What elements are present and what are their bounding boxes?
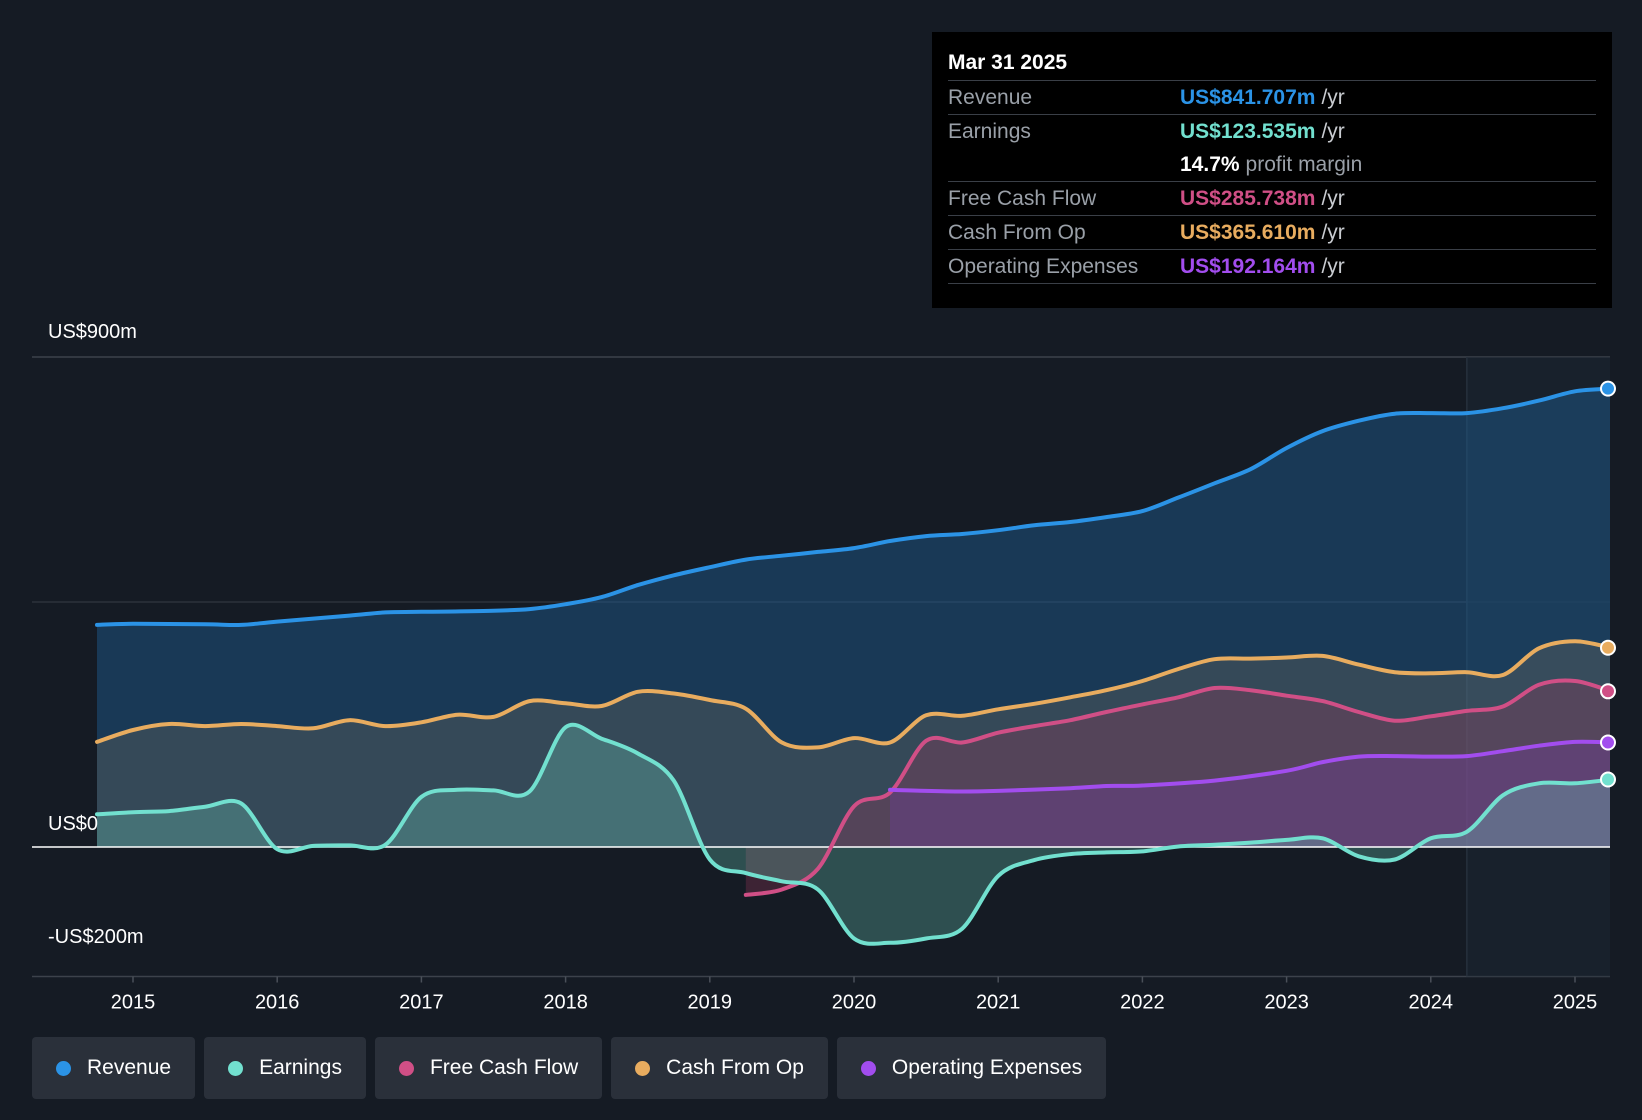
x-tick-label: 2015 (111, 991, 156, 1013)
legend-item-earnings[interactable]: Earnings (204, 1037, 366, 1099)
tooltip-revenue-value: US$841.707m (1180, 85, 1316, 109)
legend-item-free-cash-flow[interactable]: Free Cash Flow (374, 1037, 603, 1099)
tooltip-unit: /yr (1321, 220, 1345, 244)
tooltip-unit: /yr (1321, 85, 1345, 109)
tooltip-earnings-value: US$123.535m (1180, 119, 1316, 143)
recent-period-shade (1466, 357, 1610, 977)
line-revenue (95, 386, 1613, 628)
area-opex (890, 741, 1610, 847)
tooltip-row-opex: Operating Expenses US$192.164m /yr (948, 250, 1596, 284)
tooltip-unit: /yr (1321, 186, 1345, 210)
legend-dot-icon (228, 1060, 244, 1076)
tooltip-unit: /yr (1321, 254, 1345, 278)
area-fcf (745, 680, 1610, 895)
y-tick-label: US$900m (48, 321, 137, 344)
legend-label: Revenue (87, 1056, 172, 1079)
x-tick-label: 2021 (976, 991, 1021, 1013)
tooltip-unit: /yr (1321, 119, 1345, 143)
tooltip-opex-label: Operating Expenses (948, 254, 1139, 278)
tooltip-opex-value: US$192.164m (1180, 254, 1316, 278)
tooltip-row-fcf: Free Cash Flow US$285.738m /yr (948, 182, 1596, 216)
forecast-region (1466, 357, 1610, 977)
line-cfo (95, 639, 1613, 750)
legend-dot-icon (398, 1060, 414, 1076)
series-endpoints[interactable] (1600, 380, 1616, 788)
endpoint-earnings[interactable] (1600, 771, 1616, 788)
tooltip-fcf-label: Free Cash Flow (948, 186, 1097, 210)
tooltip-margin-text: profit margin (1245, 152, 1363, 176)
legend-item-operating-expenses[interactable]: Operating Expenses (836, 1037, 1107, 1099)
legend-item-revenue[interactable]: Revenue (32, 1037, 196, 1099)
x-tick-label: 2023 (1264, 991, 1309, 1013)
tooltip-earnings-label: Earnings (948, 119, 1031, 143)
endpoint-opex[interactable] (1600, 734, 1616, 751)
x-tick-label: 2022 (1120, 991, 1165, 1013)
legend-item-cash-from-op[interactable]: Cash From Op (611, 1037, 828, 1099)
legend-dot-icon (860, 1060, 876, 1076)
tooltip-revenue-label: Revenue (948, 85, 1033, 109)
tooltip-cfo-value: US$365.610m (1180, 220, 1316, 244)
tooltip-cfo-label: Cash From Op (948, 220, 1086, 244)
legend-dot-icon (56, 1060, 71, 1076)
tooltip-fcf-value: US$285.738m (1180, 186, 1316, 210)
endpoint-cfo[interactable] (1600, 639, 1616, 656)
tooltip-row-revenue: Revenue US$841.707m /yr (948, 81, 1596, 115)
x-tick-label: 2020 (832, 991, 877, 1013)
area-cfo (97, 641, 1610, 847)
legend-label: Cash From Op (666, 1056, 804, 1079)
x-tick-label: 2019 (688, 991, 733, 1013)
legend-dot-icon (635, 1060, 651, 1076)
series-lines (32, 386, 1613, 946)
endpoint-fcf[interactable] (1600, 683, 1616, 700)
legend: Revenue Earnings Free Cash Flow Cash Fro… (32, 1037, 1107, 1099)
line-fcf (743, 678, 1613, 897)
area-earnings (97, 724, 1610, 944)
line-opex (888, 739, 1613, 794)
tooltip-margin-value: 14.7% (1180, 152, 1240, 176)
x-tick-label: 2024 (1409, 991, 1454, 1013)
x-tick-label: 2017 (399, 991, 444, 1013)
x-axis: 2015 2016 2017 2018 2019 2020 2021 2022 2023 2024… (111, 976, 1598, 1013)
x-tick-label: 2016 (255, 991, 300, 1013)
line-earnings (95, 722, 1613, 946)
series-areas (97, 388, 1610, 944)
gridlines (32, 356, 1610, 978)
area-revenue (97, 388, 1610, 847)
y-tick-label: US$0 (48, 813, 99, 835)
tooltip-row-cfo: Cash From Op US$365.610m /yr (948, 216, 1596, 250)
legend-label: Earnings (259, 1056, 342, 1079)
x-tick-label: 2018 (543, 991, 588, 1013)
tooltip-row-earnings: Earnings US$123.535m /yr (948, 115, 1596, 148)
tooltip-panel: Mar 31 2025 Revenue US$841.707m /yr Earn… (932, 32, 1612, 308)
legend-label: Free Cash Flow (429, 1056, 579, 1079)
legend-label: Operating Expenses (891, 1056, 1083, 1079)
tooltip-row-margin: 14.7% profit margin (948, 148, 1596, 182)
x-tick-label: 2025 (1553, 991, 1598, 1013)
y-tick-label: -US$200m (48, 925, 144, 948)
tooltip-date: Mar 31 2025 (948, 46, 1596, 81)
endpoint-revenue[interactable] (1600, 380, 1616, 397)
